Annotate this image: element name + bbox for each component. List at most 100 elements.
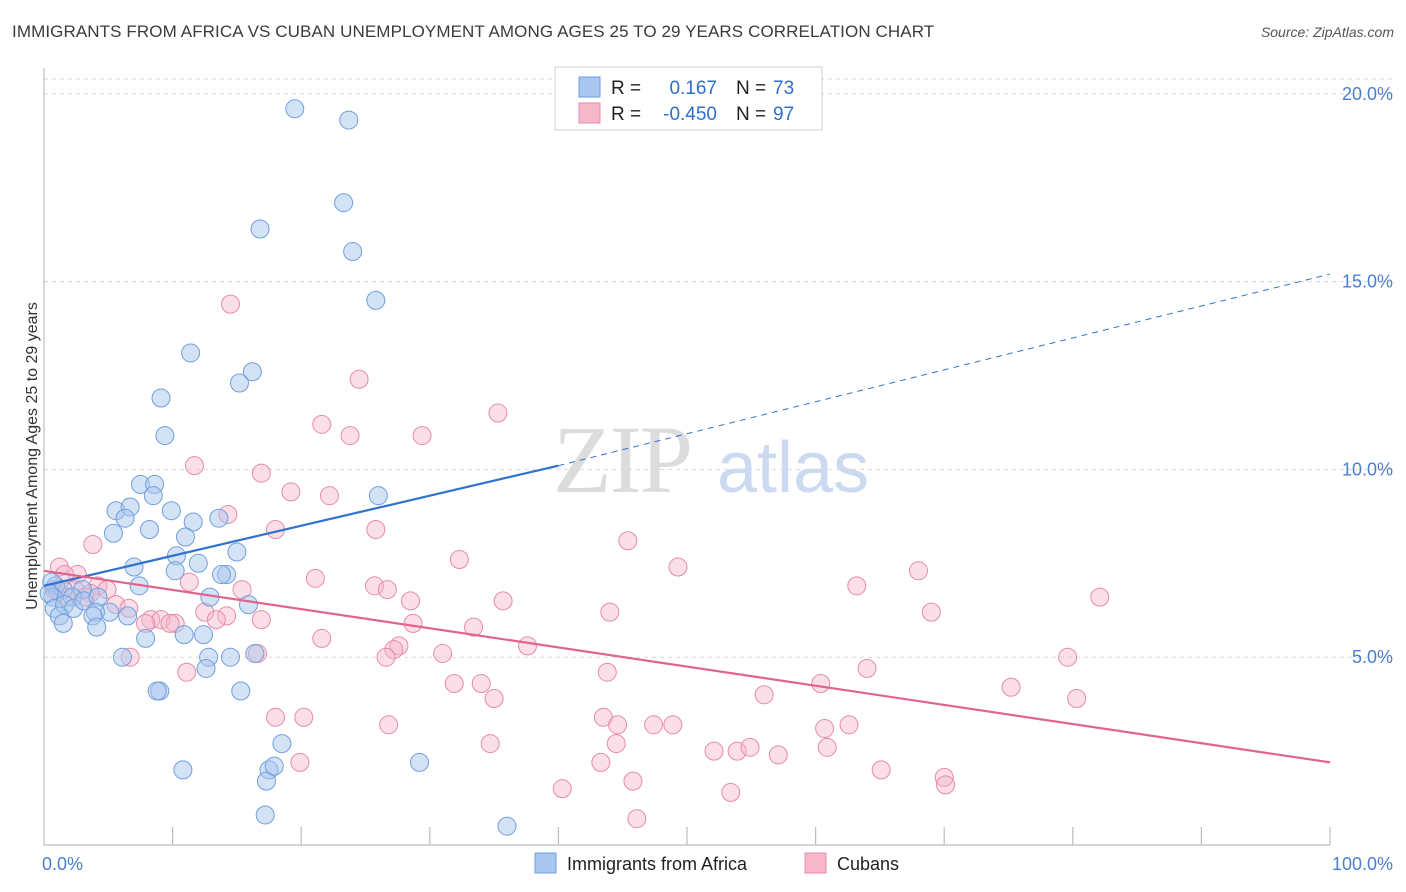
cubans-point <box>251 610 271 630</box>
cubans-point <box>934 767 954 787</box>
cubans-point <box>518 636 538 656</box>
y-tick-labels: 5.0% 10.0% 15.0% 20.0% <box>1342 84 1393 667</box>
cubans-point <box>871 760 891 780</box>
cubans-points <box>44 294 1110 829</box>
africa-point <box>343 242 363 262</box>
africa-point <box>155 426 175 446</box>
cubans-point <box>401 591 421 611</box>
legend-swatch-cubans <box>578 102 601 124</box>
cubans-point <box>312 628 332 648</box>
watermark-atlas: atlas <box>717 428 869 508</box>
cubans-point <box>444 673 464 693</box>
cubans-point <box>312 414 332 434</box>
cubans-point <box>484 689 504 709</box>
africa-point <box>255 805 275 825</box>
cubans-point <box>811 673 831 693</box>
y-axis-label: Unemployment Among Ages 25 to 29 years <box>24 302 41 610</box>
africa-point <box>334 193 354 213</box>
cubans-point <box>663 715 683 735</box>
trend-lines <box>43 273 1331 764</box>
africa-point <box>366 290 386 310</box>
africa-point <box>245 643 265 663</box>
cubans-point <box>768 745 788 765</box>
x-tick-label-min: 0.0% <box>42 854 83 874</box>
cubans-point <box>305 568 325 588</box>
africa-point <box>87 617 107 637</box>
africa-point <box>256 771 276 791</box>
bottom-legend-label-cubans: Cubans <box>837 854 899 874</box>
y-tick-label: 20.0% <box>1342 84 1393 104</box>
africa-point <box>211 565 231 585</box>
cubans-point <box>449 550 469 570</box>
cubans-point <box>1067 689 1087 709</box>
bottom-legend-swatch-africa <box>534 852 557 874</box>
legend-n-label-africa: N = <box>736 78 766 99</box>
cubans-point <box>471 673 491 693</box>
cubans-point <box>644 715 664 735</box>
cubans-point <box>251 463 271 483</box>
watermark-zip: ZIP <box>553 406 691 513</box>
cubans-point <box>815 719 835 739</box>
cubans-point <box>220 294 240 314</box>
africa-point <box>264 756 284 776</box>
africa-trend-extension <box>558 273 1331 467</box>
legend-swatch-africa <box>578 76 601 98</box>
africa-point <box>339 110 359 130</box>
africa-point <box>53 613 73 633</box>
cubans-point <box>727 741 747 761</box>
legend-r-value-africa: 0.167 <box>669 78 717 99</box>
africa-point <box>181 343 201 363</box>
cubans-point <box>591 752 611 772</box>
cubans-point <box>376 647 396 667</box>
cubans-point <box>379 715 399 735</box>
cubans-point <box>319 486 339 506</box>
x-ticks <box>172 827 1331 845</box>
cubans-point <box>184 456 204 476</box>
chart-title: IMMIGRANTS FROM AFRICA VS CUBAN UNEMPLOY… <box>12 22 935 41</box>
africa-point <box>231 681 251 701</box>
cubans-point <box>83 535 103 555</box>
africa-point <box>188 553 208 573</box>
cubans-point <box>464 617 484 637</box>
cubans-point <box>668 557 688 577</box>
cubans-point <box>552 779 572 799</box>
africa-point <box>242 362 262 382</box>
cubans-point <box>294 707 314 727</box>
cubans-point <box>384 640 404 660</box>
cubans-point <box>1090 587 1110 607</box>
africa-trend-line <box>43 464 559 587</box>
africa-point <box>174 625 194 645</box>
cubans-point <box>480 734 500 754</box>
cubans-point <box>817 737 837 757</box>
y-tick-label: 15.0% <box>1342 272 1393 292</box>
cubans-point <box>740 737 760 757</box>
bottom-legend-swatch-cubans <box>804 852 827 874</box>
cubans-point <box>1058 647 1078 667</box>
y-tick-label: 5.0% <box>1352 647 1393 667</box>
cubans-point <box>365 576 385 596</box>
cubans-point <box>493 591 513 611</box>
africa-point <box>285 99 305 119</box>
africa-point <box>161 501 181 521</box>
cubans-point <box>377 580 397 600</box>
africa-point <box>165 561 185 581</box>
bottom-legend-label-africa: Immigrants from Africa <box>567 854 748 874</box>
africa-point <box>209 508 229 528</box>
cubans-point <box>281 482 301 502</box>
africa-point <box>229 373 249 393</box>
cubans-point <box>366 519 386 539</box>
cubans-point <box>217 606 237 626</box>
cubans-point <box>600 602 620 622</box>
cubans-point <box>206 610 226 630</box>
cubans-point <box>1001 677 1021 697</box>
africa-point <box>250 219 270 239</box>
africa-point <box>196 658 216 678</box>
cubans-point <box>597 662 617 682</box>
cubans-point <box>627 809 647 829</box>
legend-n-label-cubans: N = <box>736 104 766 125</box>
cubans-point <box>618 531 638 551</box>
legend-n-value-africa: 73 <box>773 78 794 99</box>
cubans-point <box>349 369 369 389</box>
legend-n-value-cubans: 97 <box>773 104 794 125</box>
